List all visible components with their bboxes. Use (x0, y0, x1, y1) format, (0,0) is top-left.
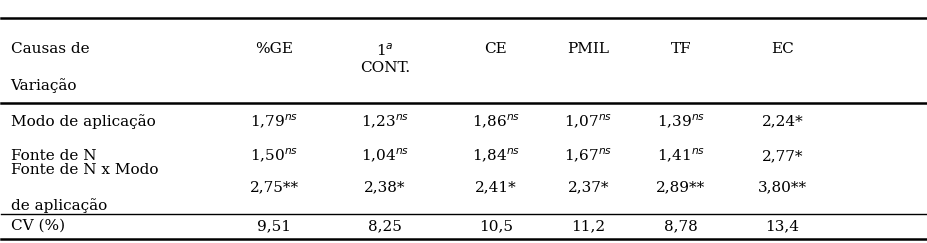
Text: PMIL: PMIL (567, 42, 609, 56)
Text: Modo de aplicação: Modo de aplicação (10, 114, 156, 129)
Text: 1,23$^{ns}$: 1,23$^{ns}$ (361, 113, 409, 130)
Text: 11,2: 11,2 (571, 219, 605, 233)
Text: EC: EC (771, 42, 794, 56)
Text: 1,50$^{ns}$: 1,50$^{ns}$ (250, 147, 298, 165)
Text: Fonte de N: Fonte de N (10, 149, 96, 163)
Text: TF: TF (670, 42, 691, 56)
Text: 1,79$^{ns}$: 1,79$^{ns}$ (250, 113, 298, 130)
Text: CV (%): CV (%) (10, 219, 65, 233)
Text: 1$^a$
CONT.: 1$^a$ CONT. (360, 42, 410, 75)
Text: 1,07$^{ns}$: 1,07$^{ns}$ (565, 113, 613, 130)
Text: 2,24*: 2,24* (761, 114, 803, 129)
Text: 2,41*: 2,41* (475, 181, 516, 195)
Text: 2,37*: 2,37* (567, 181, 609, 195)
Text: 13,4: 13,4 (766, 219, 799, 233)
Text: 1,84$^{ns}$: 1,84$^{ns}$ (472, 147, 520, 165)
Text: 2,75**: 2,75** (249, 181, 298, 195)
Text: 2,89**: 2,89** (656, 181, 705, 195)
Text: Fonte de N x Modo: Fonte de N x Modo (10, 163, 159, 177)
Text: 8,78: 8,78 (664, 219, 697, 233)
Text: Variação: Variação (10, 78, 77, 93)
Text: CE: CE (485, 42, 507, 56)
Text: 10,5: 10,5 (479, 219, 513, 233)
Text: 1,39$^{ns}$: 1,39$^{ns}$ (656, 113, 705, 130)
Text: 2,38*: 2,38* (364, 181, 406, 195)
Text: Causas de: Causas de (10, 42, 89, 56)
Text: 1,67$^{ns}$: 1,67$^{ns}$ (565, 147, 613, 165)
Text: 1,04$^{ns}$: 1,04$^{ns}$ (361, 147, 409, 165)
Text: 9,51: 9,51 (257, 219, 291, 233)
Text: 1,41$^{ns}$: 1,41$^{ns}$ (656, 147, 705, 165)
Text: 2,77*: 2,77* (762, 149, 803, 163)
Text: de aplicação: de aplicação (10, 198, 107, 213)
Text: %GE: %GE (255, 42, 293, 56)
Text: 1,86$^{ns}$: 1,86$^{ns}$ (472, 113, 520, 130)
Text: 8,25: 8,25 (368, 219, 402, 233)
Text: 3,80**: 3,80** (757, 181, 806, 195)
